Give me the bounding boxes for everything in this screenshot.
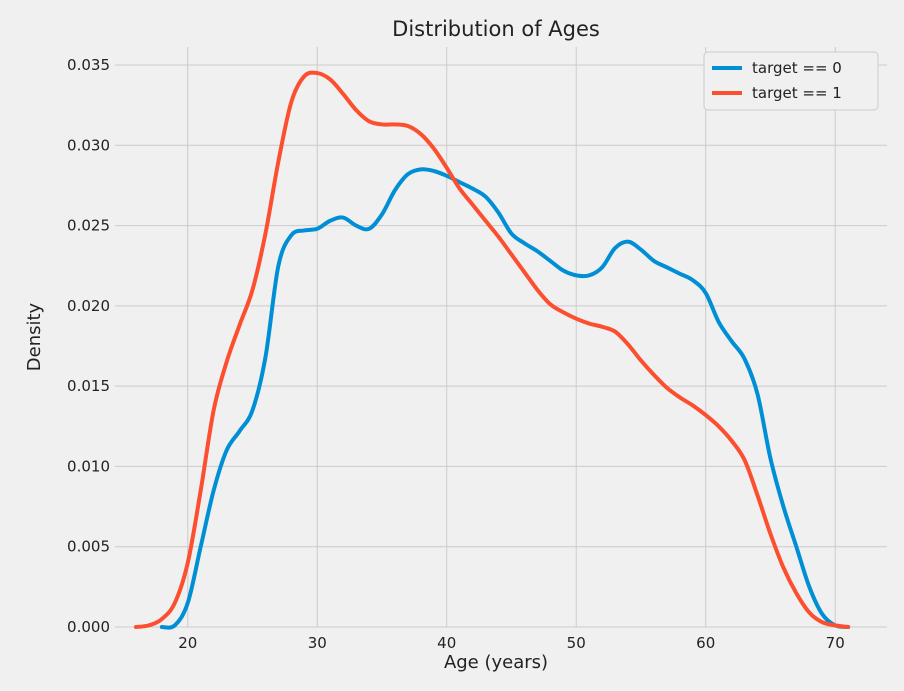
y-axis-label: Density [24, 302, 45, 371]
y-tick-label: 0.005 [67, 538, 110, 556]
y-tick-label: 0.020 [67, 297, 110, 315]
chart-title: Distribution of Ages [392, 17, 600, 41]
x-tick-label: 60 [696, 634, 715, 652]
legend-label-target-0: target == 0 [752, 59, 842, 77]
x-axis-label: Age (years) [444, 652, 548, 673]
y-tick-label: 0.000 [67, 618, 110, 636]
legend-box [703, 51, 879, 111]
series-line-target-1 [133, 70, 851, 629]
x-tick-label: 20 [178, 634, 197, 652]
x-tick-label: 40 [437, 634, 456, 652]
y-tick-label: 0.035 [67, 56, 110, 74]
series-layer [133, 70, 851, 630]
x-tick-label: 30 [308, 634, 327, 652]
legend-label-target-1: target == 1 [752, 84, 842, 102]
series-line-target-0 [159, 167, 851, 630]
x-tick-labels: 20 30 40 50 60 70 [178, 634, 845, 652]
legend: target == 0 target == 1 [703, 51, 879, 111]
x-tick-label: 50 [567, 634, 586, 652]
x-tick-label: 70 [826, 634, 845, 652]
y-tick-label: 0.030 [67, 136, 110, 154]
y-tick-label: 0.025 [67, 217, 110, 235]
y-tick-label: 0.010 [67, 457, 110, 475]
y-tick-label: 0.015 [67, 377, 110, 395]
y-tick-labels: 0.000 0.005 0.010 0.015 0.020 0.025 0.030 0.035 [67, 56, 110, 636]
